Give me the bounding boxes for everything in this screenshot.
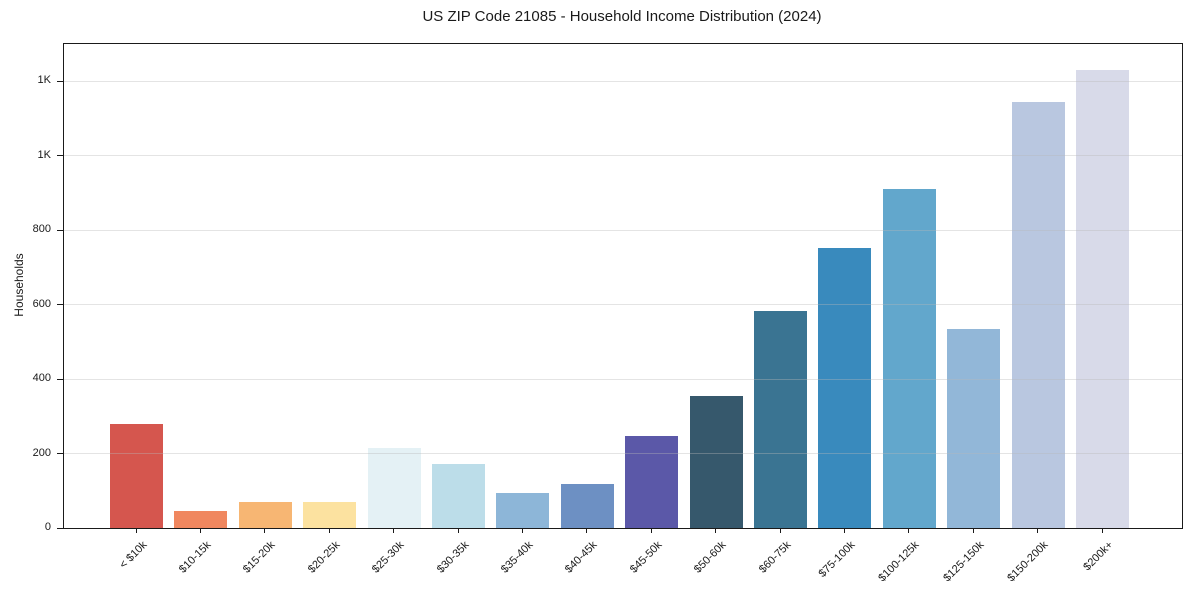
y-tick-mark-0 bbox=[57, 527, 63, 529]
bar-75-100k bbox=[818, 248, 872, 528]
y-tick-label-1200: 1K bbox=[37, 74, 51, 87]
y-tick-label-1000: 1K bbox=[37, 148, 51, 161]
x-tick-label-5: $25-30k bbox=[369, 539, 407, 576]
y-tick-mark-1000 bbox=[57, 155, 63, 157]
bar-35-40k bbox=[496, 493, 550, 528]
x-tick-mark-5 bbox=[393, 528, 395, 533]
x-tick-mark-6 bbox=[457, 528, 459, 533]
gridline-800 bbox=[64, 229, 1182, 231]
x-tick-mark-16 bbox=[1101, 528, 1103, 533]
x-tick-mark-1 bbox=[135, 528, 137, 533]
x-tick-mark-12 bbox=[843, 528, 845, 533]
y-tick-mark-600 bbox=[57, 304, 63, 306]
x-tick-label-7: $35-40k bbox=[498, 539, 536, 576]
x-tick-mark-3 bbox=[264, 528, 266, 533]
y-tick-label-400: 400 bbox=[32, 372, 51, 385]
bar-150-200k bbox=[1011, 101, 1065, 528]
bar-125-150k bbox=[947, 328, 1001, 528]
y-tick-mark-1200 bbox=[57, 80, 63, 82]
bar-10k bbox=[110, 423, 163, 528]
y-tick-label-0: 0 bbox=[44, 521, 51, 533]
x-tick-label-12: $75-100k bbox=[816, 539, 858, 580]
y-tick-label-200: 200 bbox=[32, 446, 51, 459]
x-tick-label-9: $45-50k bbox=[627, 539, 665, 576]
bar-50-60k bbox=[689, 395, 743, 528]
x-tick-label-13: $100-125k bbox=[876, 539, 922, 585]
x-tick-mark-7 bbox=[521, 528, 523, 533]
bar-40-45k bbox=[560, 484, 614, 528]
x-tick-mark-8 bbox=[586, 528, 588, 533]
x-tick-label-15: $150-200k bbox=[1005, 539, 1051, 585]
x-tick-label-1: < $10k bbox=[116, 539, 149, 572]
x-tick-mark-10 bbox=[715, 528, 717, 533]
x-tick-mark-2 bbox=[199, 528, 201, 533]
x-tick-label-14: $125-150k bbox=[940, 539, 987, 585]
bar-200k bbox=[1076, 70, 1129, 528]
x-tick-mark-11 bbox=[779, 528, 781, 533]
gridline-400 bbox=[64, 378, 1182, 380]
x-tick-label-3: $15-20k bbox=[241, 539, 278, 576]
chart-title: US ZIP Code 21085 - Household Income Dis… bbox=[422, 8, 822, 25]
bar-30-35k bbox=[432, 463, 485, 528]
bar-25-30k bbox=[367, 447, 421, 528]
gridline-1200 bbox=[64, 80, 1182, 82]
y-tick-mark-800 bbox=[57, 229, 63, 231]
plot-area bbox=[57, 43, 1183, 529]
gridline-200 bbox=[64, 453, 1182, 455]
bar-60-75k bbox=[754, 310, 807, 528]
bar-45-50k bbox=[625, 436, 679, 528]
y-tick-label-800: 800 bbox=[32, 223, 51, 236]
x-tick-label-11: $60-75k bbox=[756, 539, 793, 576]
bar-20-25k bbox=[303, 502, 357, 528]
bar-100-125k bbox=[882, 189, 936, 528]
bar-15-20k bbox=[238, 501, 292, 528]
y-tick-mark-400 bbox=[57, 378, 63, 380]
x-tick-mark-13 bbox=[908, 528, 910, 533]
x-tick-label-16: $200k+ bbox=[1080, 539, 1115, 574]
bar-10-15k bbox=[174, 510, 228, 528]
x-tick-mark-4 bbox=[328, 528, 330, 533]
gridline-600 bbox=[64, 304, 1182, 306]
x-tick-label-4: $20-25k bbox=[305, 539, 343, 576]
x-tick-label-6: $30-35k bbox=[434, 539, 471, 576]
gridline-1000 bbox=[64, 155, 1182, 157]
x-tick-mark-14 bbox=[972, 528, 974, 533]
x-tick-mark-9 bbox=[650, 528, 652, 533]
x-tick-mark-15 bbox=[1037, 528, 1039, 533]
x-tick-label-10: $50-60k bbox=[691, 539, 729, 576]
x-tick-label-8: $40-45k bbox=[563, 539, 600, 576]
x-tick-label-2: $10-15k bbox=[176, 539, 214, 576]
y-tick-label-600: 600 bbox=[32, 297, 51, 310]
y-tick-mark-200 bbox=[57, 453, 63, 455]
